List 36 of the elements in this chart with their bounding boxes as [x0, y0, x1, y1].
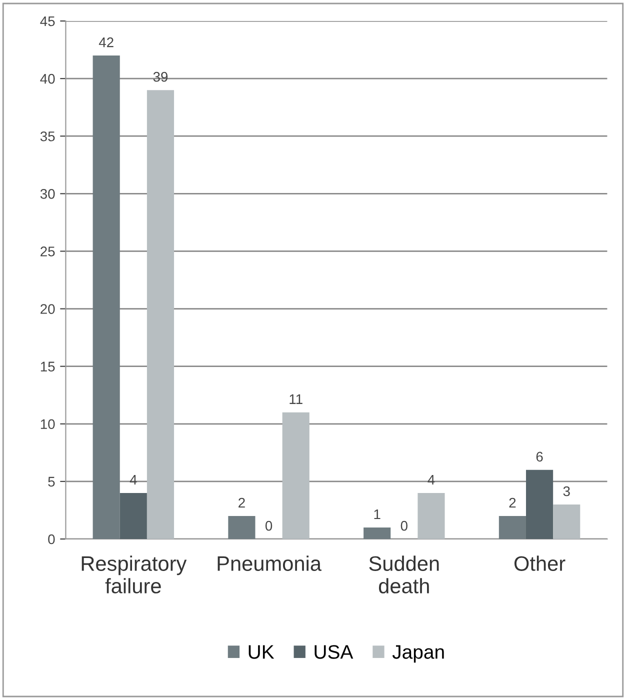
bar [282, 412, 310, 539]
y-tick-label: 0 [48, 534, 55, 544]
data-label: 0 [400, 520, 408, 531]
y-tick-label: 20 [40, 304, 55, 314]
data-label: 3 [563, 486, 570, 496]
bar [526, 470, 554, 539]
data-label: 0 [265, 520, 272, 531]
x-tick-label: Respiratory failure [82, 556, 187, 594]
bar [498, 516, 526, 539]
x-tick-label: Other [514, 556, 566, 571]
legend-label: USA [314, 645, 354, 659]
x-tick-label: Pneumonia [218, 556, 322, 571]
y-tick-label: 40 [40, 74, 55, 84]
bar [146, 90, 174, 539]
data-label: 6 [536, 452, 543, 462]
y-tick-label: 45 [40, 16, 55, 26]
data-label: 42 [98, 37, 114, 48]
data-label: 2 [509, 498, 516, 508]
x-tick-label: Sudden death [369, 556, 439, 594]
y-tick-label: 35 [40, 131, 55, 142]
bar [553, 504, 580, 539]
data-label: 11 [290, 394, 302, 404]
y-tick-label: 10 [40, 419, 55, 430]
data-label: 2 [238, 498, 245, 508]
bar [120, 492, 147, 539]
bar [228, 516, 256, 539]
y-tick-label: 30 [40, 189, 55, 199]
legend-label: UK [248, 645, 274, 659]
y-tick-label: 15 [40, 362, 55, 372]
data-label: 1 [374, 509, 380, 520]
bar [364, 527, 391, 539]
y-tick-label: 5 [48, 476, 55, 487]
legend-label: Japan [392, 645, 444, 663]
bar [92, 56, 120, 539]
y-tick-label: 25 [40, 246, 55, 256]
bar [418, 492, 445, 539]
